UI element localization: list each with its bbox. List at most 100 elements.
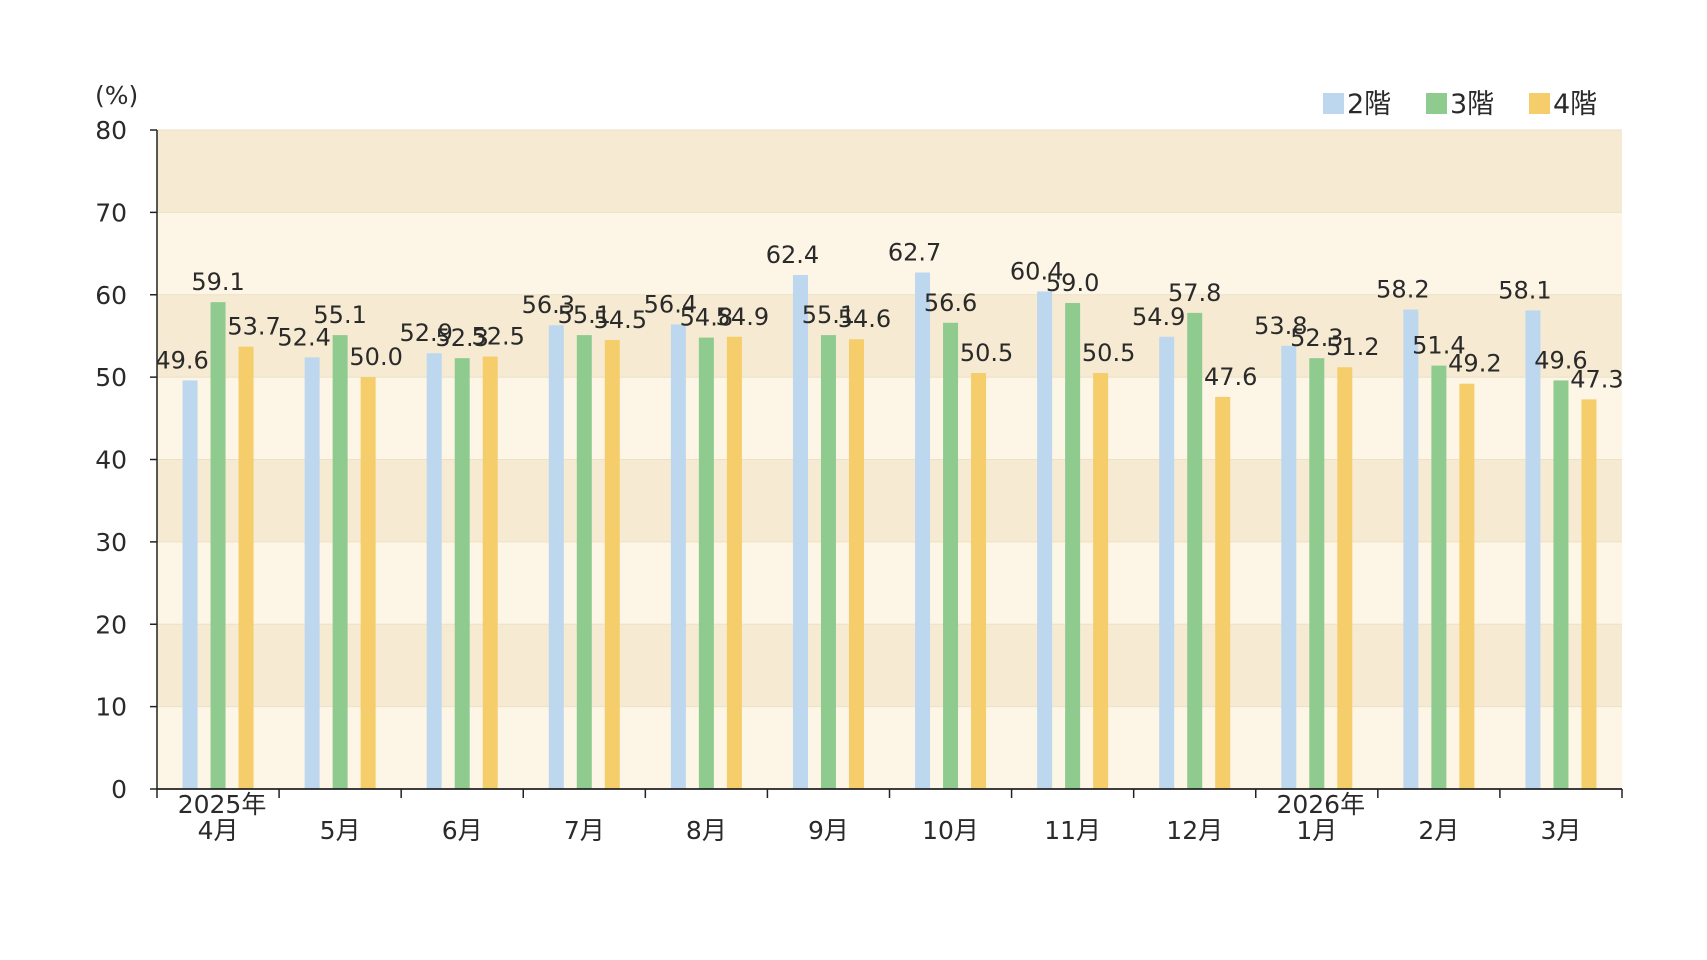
data-label: 51.4	[1412, 332, 1465, 360]
bar	[604, 340, 620, 789]
bar	[482, 356, 498, 789]
y-tick-label: 40	[95, 446, 127, 475]
data-label: 51.2	[1326, 333, 1379, 361]
bar	[454, 358, 470, 789]
data-label: 55.1	[802, 301, 855, 329]
x-tick-label: 11月	[1044, 816, 1101, 845]
bar	[670, 324, 686, 789]
data-label: 54.6	[838, 305, 891, 333]
data-label: 53.7	[227, 313, 280, 341]
bar	[1431, 365, 1447, 789]
x-tick-label: 12月	[1166, 816, 1223, 845]
data-label: 52.5	[471, 323, 524, 351]
x-tick-label: 5月	[320, 816, 361, 845]
year-label: 2025年	[178, 790, 267, 819]
x-tick-label: 1月	[1296, 816, 1337, 845]
data-label: 52.4	[277, 323, 330, 351]
data-label: 58.1	[1498, 276, 1551, 304]
y-tick-label: 20	[95, 610, 127, 639]
bar	[332, 335, 348, 789]
x-tick-label: 9月	[808, 816, 849, 845]
background-band	[157, 459, 1622, 542]
background-band	[157, 294, 1622, 378]
y-tick-label: 30	[95, 528, 127, 557]
data-label: 50.5	[960, 339, 1013, 367]
legend-swatch	[1323, 93, 1344, 114]
x-tick-label: 7月	[564, 816, 605, 845]
y-tick-label: 10	[95, 693, 127, 722]
bar	[1525, 310, 1541, 789]
y-tick-label: 80	[95, 116, 127, 145]
x-tick-label: 2月	[1418, 816, 1459, 845]
y-axis: 0 10 20 30 40 50 60 70 80	[95, 116, 158, 804]
data-label: 55.1	[313, 301, 366, 329]
bar	[548, 325, 564, 789]
bar	[182, 380, 198, 789]
background-band	[157, 541, 1622, 625]
data-label: 60.4	[1010, 257, 1063, 285]
bar	[1159, 336, 1175, 789]
data-label: 50.5	[1082, 339, 1135, 367]
legend-label: 4階	[1553, 89, 1597, 120]
data-label: 47.3	[1570, 365, 1623, 393]
data-label: 56.3	[522, 291, 575, 319]
data-label: 56.6	[924, 289, 977, 317]
data-labels: 49.659.153.752.455.150.052.952.352.556.3…	[155, 239, 1623, 394]
data-label: 47.6	[1204, 363, 1257, 391]
bar	[1215, 396, 1231, 789]
data-label: 62.4	[766, 241, 819, 269]
bar	[304, 357, 320, 789]
bar	[1403, 309, 1419, 789]
data-label: 54.5	[594, 306, 647, 334]
data-label: 59.1	[191, 268, 244, 296]
bar	[971, 373, 987, 789]
data-label: 49.6	[1534, 346, 1587, 374]
data-label: 52.9	[399, 319, 452, 347]
year-label: 2026年	[1276, 790, 1365, 819]
background-band	[157, 130, 1622, 213]
x-tick-label: 10月	[922, 816, 979, 845]
data-label: 62.7	[888, 239, 941, 267]
x-tick-label: 4月	[198, 816, 239, 845]
y-tick-label: 70	[95, 198, 127, 227]
background-band	[157, 624, 1622, 707]
bar	[792, 274, 808, 790]
data-label: 57.8	[1168, 279, 1221, 307]
legend-label: 2階	[1347, 89, 1391, 120]
bar	[915, 272, 931, 789]
data-label: 56.4	[644, 290, 697, 318]
x-tick-label: 3月	[1541, 816, 1582, 845]
legend-swatch	[1529, 93, 1550, 114]
background-bands	[157, 129, 1622, 789]
x-tick-label: 8月	[686, 816, 727, 845]
legend: 2階 3階 4階	[1323, 89, 1597, 120]
bar	[1187, 312, 1203, 789]
data-label: 58.2	[1376, 276, 1429, 304]
data-label: 59.0	[1046, 269, 1099, 297]
background-band	[157, 706, 1622, 789]
bar	[1281, 345, 1297, 789]
data-label: 52.3	[435, 324, 488, 352]
background-band	[157, 212, 1622, 295]
bar	[1309, 358, 1325, 789]
bar	[238, 346, 254, 789]
bar	[360, 377, 376, 789]
background-band	[157, 377, 1622, 460]
data-label: 54.9	[1132, 303, 1185, 331]
bar	[1581, 399, 1597, 789]
legend-swatch	[1426, 93, 1447, 114]
data-label: 49.2	[1448, 350, 1501, 378]
bar	[820, 335, 836, 789]
y-tick-label: 50	[95, 363, 127, 392]
data-label: 53.8	[1254, 312, 1307, 340]
bar	[426, 353, 442, 789]
bar	[1553, 380, 1569, 789]
data-label: 49.6	[155, 346, 208, 374]
bar	[1337, 367, 1353, 789]
data-label: 54.8	[680, 304, 733, 332]
bar	[1459, 383, 1475, 789]
bar	[576, 335, 592, 789]
y-tick-label: 60	[95, 281, 127, 310]
bar	[726, 336, 742, 789]
